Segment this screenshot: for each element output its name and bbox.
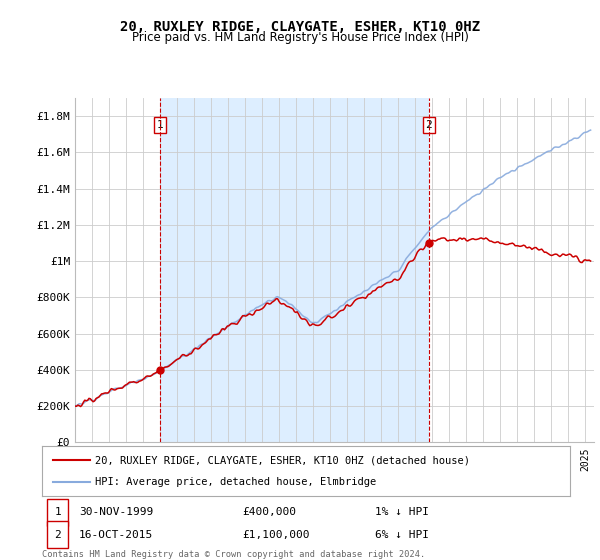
Text: 1: 1 bbox=[55, 507, 61, 517]
Text: 1% ↓ HPI: 1% ↓ HPI bbox=[374, 507, 428, 517]
Text: 2: 2 bbox=[55, 530, 61, 540]
Text: 16-OCT-2015: 16-OCT-2015 bbox=[79, 530, 153, 540]
Text: 6% ↓ HPI: 6% ↓ HPI bbox=[374, 530, 428, 540]
Text: Price paid vs. HM Land Registry's House Price Index (HPI): Price paid vs. HM Land Registry's House … bbox=[131, 31, 469, 44]
Bar bbox=[160, 98, 429, 442]
FancyBboxPatch shape bbox=[47, 521, 68, 548]
Text: HPI: Average price, detached house, Elmbridge: HPI: Average price, detached house, Elmb… bbox=[95, 477, 376, 487]
Text: 20, RUXLEY RIDGE, CLAYGATE, ESHER, KT10 0HZ (detached house): 20, RUXLEY RIDGE, CLAYGATE, ESHER, KT10 … bbox=[95, 455, 470, 465]
FancyBboxPatch shape bbox=[47, 498, 68, 526]
Text: 1: 1 bbox=[157, 120, 163, 130]
Text: 20, RUXLEY RIDGE, CLAYGATE, ESHER, KT10 0HZ: 20, RUXLEY RIDGE, CLAYGATE, ESHER, KT10 … bbox=[120, 20, 480, 34]
Text: Contains HM Land Registry data © Crown copyright and database right 2024.
This d: Contains HM Land Registry data © Crown c… bbox=[42, 550, 425, 560]
Text: 30-NOV-1999: 30-NOV-1999 bbox=[79, 507, 153, 517]
Text: £400,000: £400,000 bbox=[242, 507, 296, 517]
Text: £1,100,000: £1,100,000 bbox=[242, 530, 310, 540]
Text: 2: 2 bbox=[425, 120, 432, 130]
